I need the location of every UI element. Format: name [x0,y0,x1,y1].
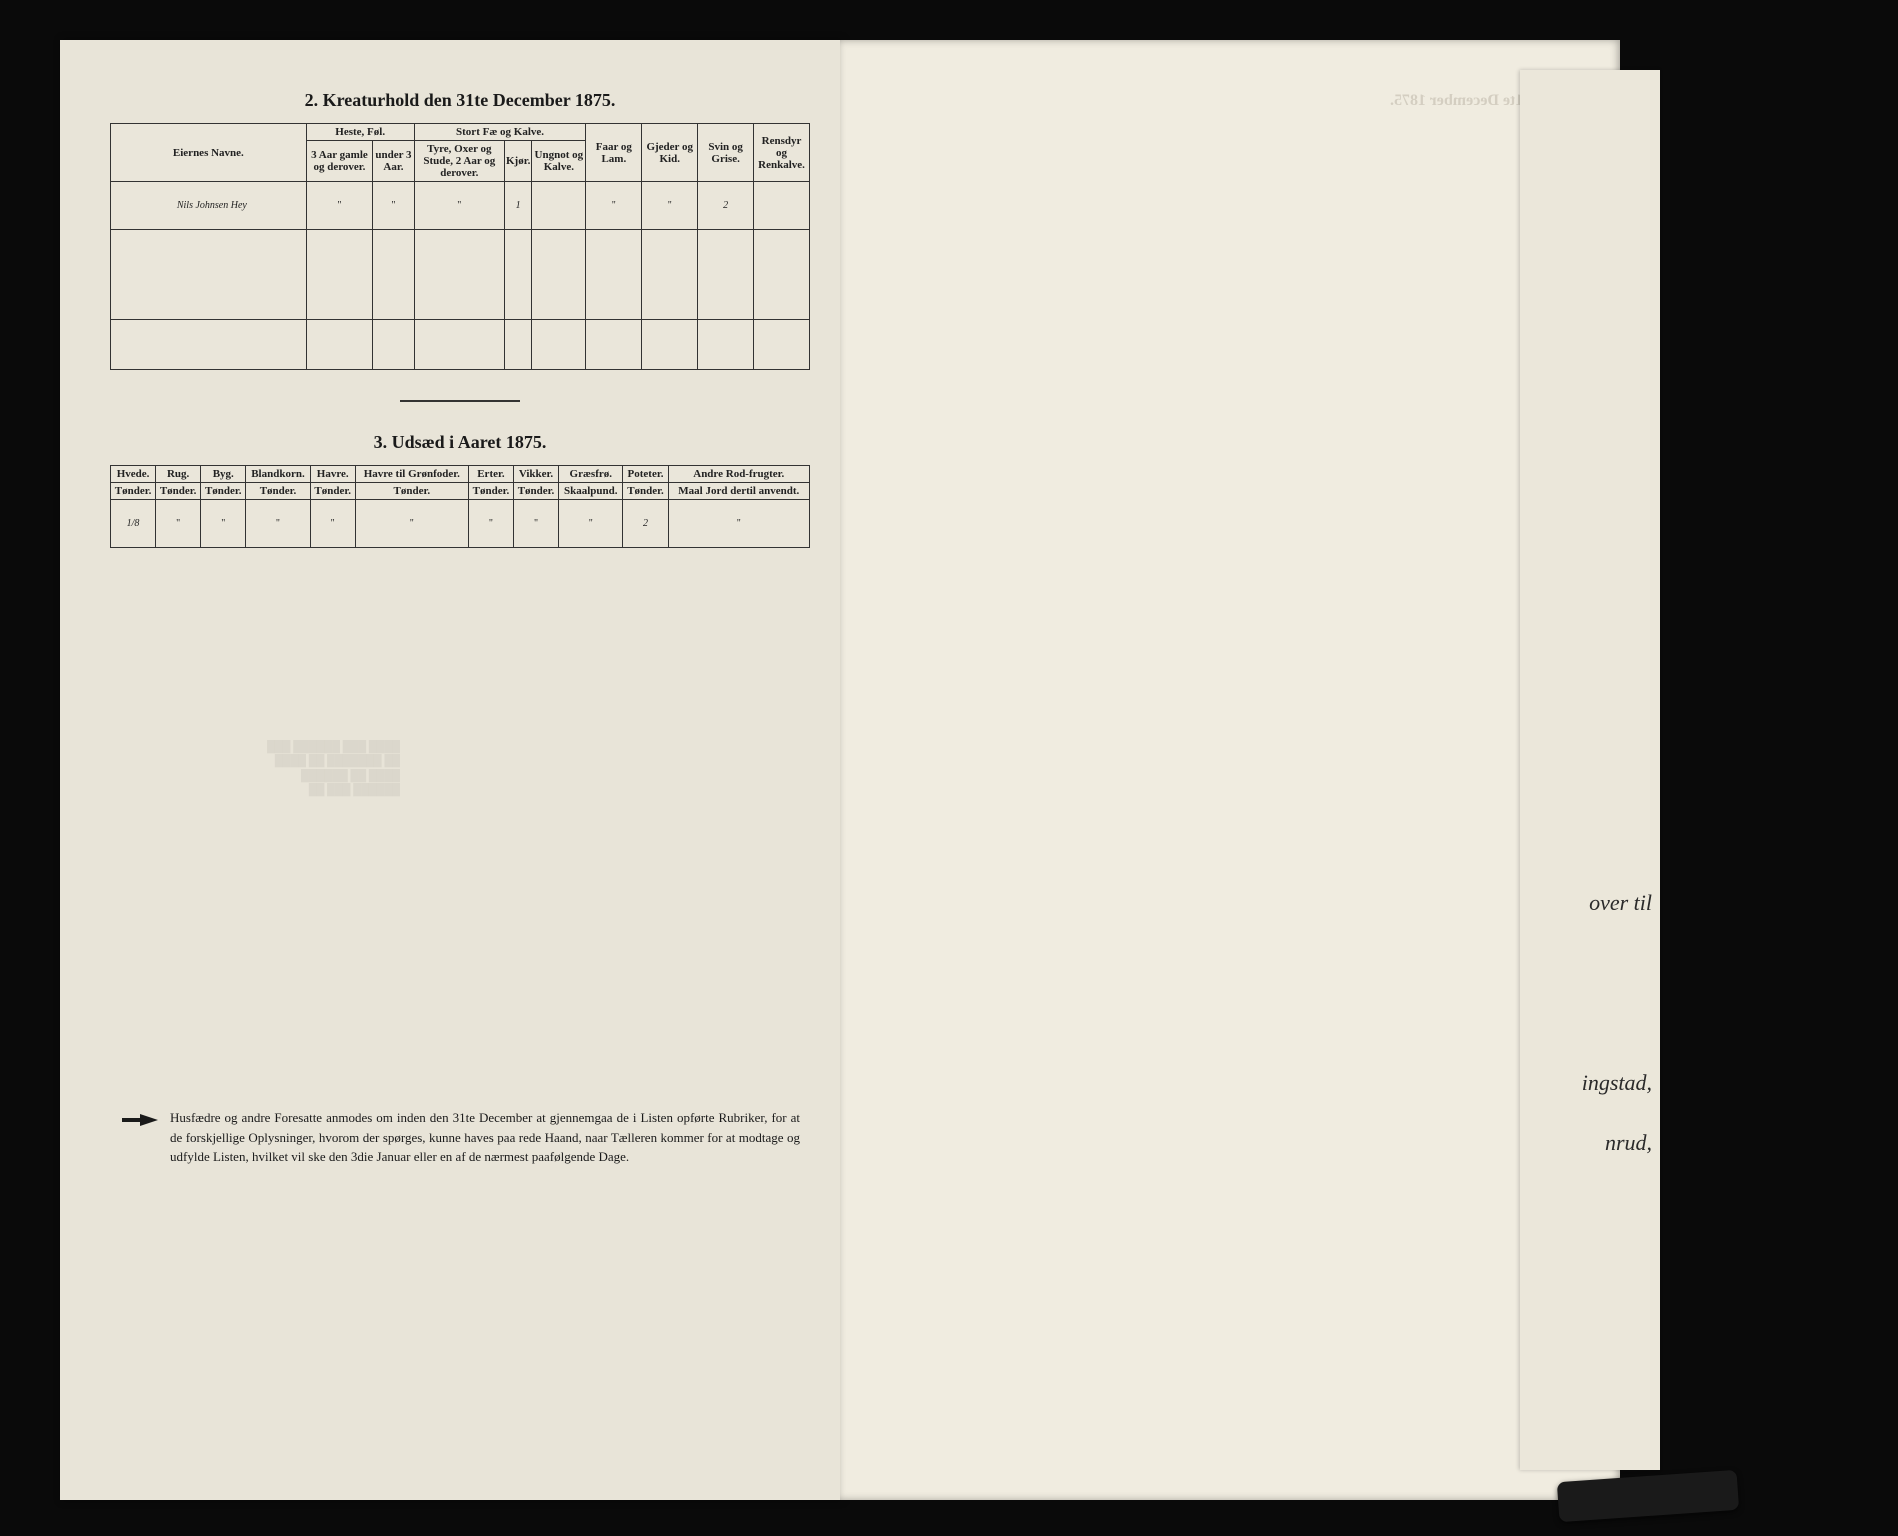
cell-peas: " [468,500,513,548]
cell-owner: Nils Johnsen Hey [111,182,307,230]
cell-root-crops: " [668,500,809,548]
cell-horses-young: " [373,182,414,230]
cell-oats: " [310,500,355,548]
col-barley: Byg. [201,466,246,483]
cell-barley: " [201,500,246,548]
cell-horses-old: " [306,182,373,230]
col-owner: Eiernes Navne. [111,124,307,182]
col-pigs: Svin og Grise. [698,124,754,182]
unit: Tønder. [355,483,468,500]
table-row-empty [111,230,810,320]
cell-goats: " [642,182,698,230]
divider [400,400,520,402]
cell-cattle-young [532,182,586,230]
cell-mixgrain: " [246,500,310,548]
unit: Tønder. [111,483,156,500]
cell-wheat: 1/8 [111,500,156,548]
unit: Maal Jord dertil anvendt. [668,483,809,500]
table-row: 1/8 " " " " " " " " 2 " [111,500,810,548]
col-wheat: Hvede. [111,466,156,483]
handwriting-fragment: nrud, [1605,1130,1652,1156]
cell-pigs: 2 [698,182,754,230]
cell-oats-fodder: " [355,500,468,548]
cell-cattle-bulls: " [414,182,504,230]
cell-grass-seed: " [559,500,623,548]
section1-title: 2. Kreaturhold den 31te December 1875. [110,90,810,111]
handwriting-fragment: ingstad, [1582,1070,1652,1096]
cell-sheep: " [586,182,642,230]
book-spread: ████ ███ ██████ █████ ███████ ██ ███████… [60,40,1840,1500]
bleed-through-text: ████ ███ ██████ █████ ███████ ██ ███████… [100,740,400,797]
seed-table: Hvede. Rug. Byg. Blandkorn. Havre. Havre… [110,465,810,548]
col-root-crops: Andre Rod-frugter. [668,466,809,483]
col-group-cattle: Stort Fæ og Kalve. [414,124,586,141]
col-oats-fodder: Havre til Grønfoder. [355,466,468,483]
table-row: Nils Johnsen Hey " " " 1 " " 2 [111,182,810,230]
col-mixgrain: Blandkorn. [246,466,310,483]
col-rye: Rug. [156,466,201,483]
pointing-hand-icon [120,1108,160,1137]
cell-cattle-cows: 1 [504,182,531,230]
col-goats: Gjeder og Kid. [642,124,698,182]
underlying-page-strip: over til ingstad, nrud, [1520,70,1660,1470]
unit: Tønder. [246,483,310,500]
unit: Tønder. [201,483,246,500]
section2-title: 3. Udsæd i Aaret 1875. [110,432,810,453]
col-horses-young: under 3 Aar. [373,141,414,182]
col-peas: Erter. [468,466,513,483]
col-cattle-cows: Kjør. [504,141,531,182]
cell-vetches: " [513,500,558,548]
unit: Skaalpund. [559,483,623,500]
cell-reindeer [754,182,810,230]
unit: Tønder. [310,483,355,500]
col-vetches: Vikker. [513,466,558,483]
table-row-empty [111,320,810,370]
handwriting-fragment: over til [1589,890,1652,916]
footer-note: Husfædre og andre Foresatte anmodes om i… [110,1108,810,1167]
unit: Tønder. [623,483,668,500]
col-cattle-young: Ungnot og Kalve. [532,141,586,182]
left-page: ████ ███ ██████ █████ ███████ ██ ███████… [60,40,840,1500]
col-reindeer: Rensdyr og Renkalve. [754,124,810,182]
col-grass-seed: Græsfrø. [559,466,623,483]
col-group-horses: Heste, Føl. [306,124,414,141]
cell-potatoes: 2 [623,500,668,548]
livestock-table: Eiernes Navne. Heste, Føl. Stort Fæ og K… [110,123,810,370]
col-cattle-bulls: Tyre, Oxer og Stude, 2 Aar og derover. [414,141,504,182]
right-page: den 31te December 1875. over til ingstad… [840,40,1620,1500]
unit: Tønder. [156,483,201,500]
col-horses-old: 3 Aar gamle og derover. [306,141,373,182]
unit: Tønder. [468,483,513,500]
cell-rye: " [156,500,201,548]
col-sheep: Faar og Lam. [586,124,642,182]
col-potatoes: Poteter. [623,466,668,483]
footer-text: Husfædre og andre Foresatte anmodes om i… [170,1108,800,1167]
unit: Tønder. [513,483,558,500]
col-oats: Havre. [310,466,355,483]
